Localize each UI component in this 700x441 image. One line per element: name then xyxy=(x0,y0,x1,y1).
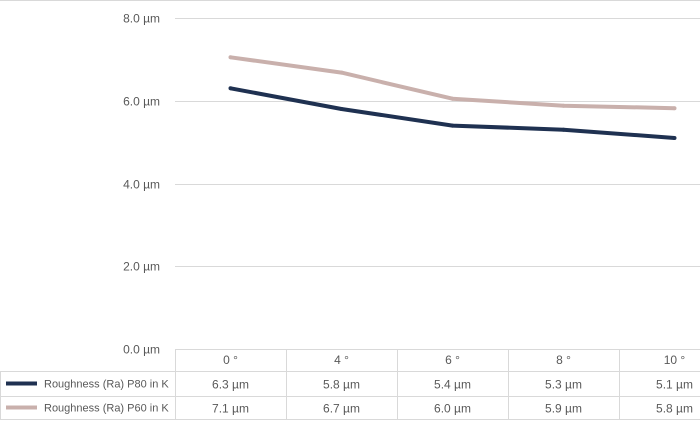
data-point xyxy=(228,55,233,60)
data-label: 6.7 µm xyxy=(323,402,360,416)
data-point xyxy=(339,107,344,111)
data-label: 5.9 µm xyxy=(545,402,582,416)
data-label: 6.3 µm xyxy=(212,378,249,392)
x-tick-label: 8 ° xyxy=(556,353,571,367)
gridlines xyxy=(175,18,700,267)
data-label: 5.4 µm xyxy=(434,378,471,392)
legend-label: Roughness (Ra) P80 in K xyxy=(44,379,169,391)
data-point xyxy=(561,103,566,108)
data-point xyxy=(450,123,455,128)
y-axis: 0.0 µm 2.0 µm 4.0 µm 6.0 µm 8.0 µm xyxy=(123,12,160,357)
data-label: 7.1 µm xyxy=(212,402,249,416)
x-tick-label: 10 ° xyxy=(664,353,686,367)
y-tick-label: 0.0 µm xyxy=(123,343,160,357)
data-point xyxy=(672,106,677,111)
x-tick-label: 0 ° xyxy=(223,353,238,367)
data-point xyxy=(561,127,566,132)
legend-label: Roughness (Ra) P60 in K xyxy=(44,403,169,415)
x-tick-label: 4 ° xyxy=(334,353,349,367)
data-point xyxy=(672,136,677,140)
data-label: 6.0 µm xyxy=(434,402,471,416)
y-tick-label: 6.0 µm xyxy=(123,95,160,109)
data-label: 5.1 µm xyxy=(656,378,693,392)
y-tick-label: 2.0 µm xyxy=(123,260,160,274)
data-point xyxy=(228,86,233,91)
y-tick-label: 8.0 µm xyxy=(123,12,160,26)
data-label: 5.3 µm xyxy=(545,378,582,392)
x-tick-label: 6 ° xyxy=(445,353,460,367)
data-label: 5.8 µm xyxy=(323,378,360,392)
data-point xyxy=(339,70,344,75)
y-tick-label: 4.0 µm xyxy=(123,178,160,192)
series-line xyxy=(230,86,675,140)
data-table: 0 ° 4 ° 6 ° 8 ° 10 ° Roughness (Ra) P80 in K 6… xyxy=(0,349,700,420)
data-label: 5.8 µm xyxy=(656,402,693,416)
data-point xyxy=(450,96,455,101)
plot-area xyxy=(228,55,677,140)
